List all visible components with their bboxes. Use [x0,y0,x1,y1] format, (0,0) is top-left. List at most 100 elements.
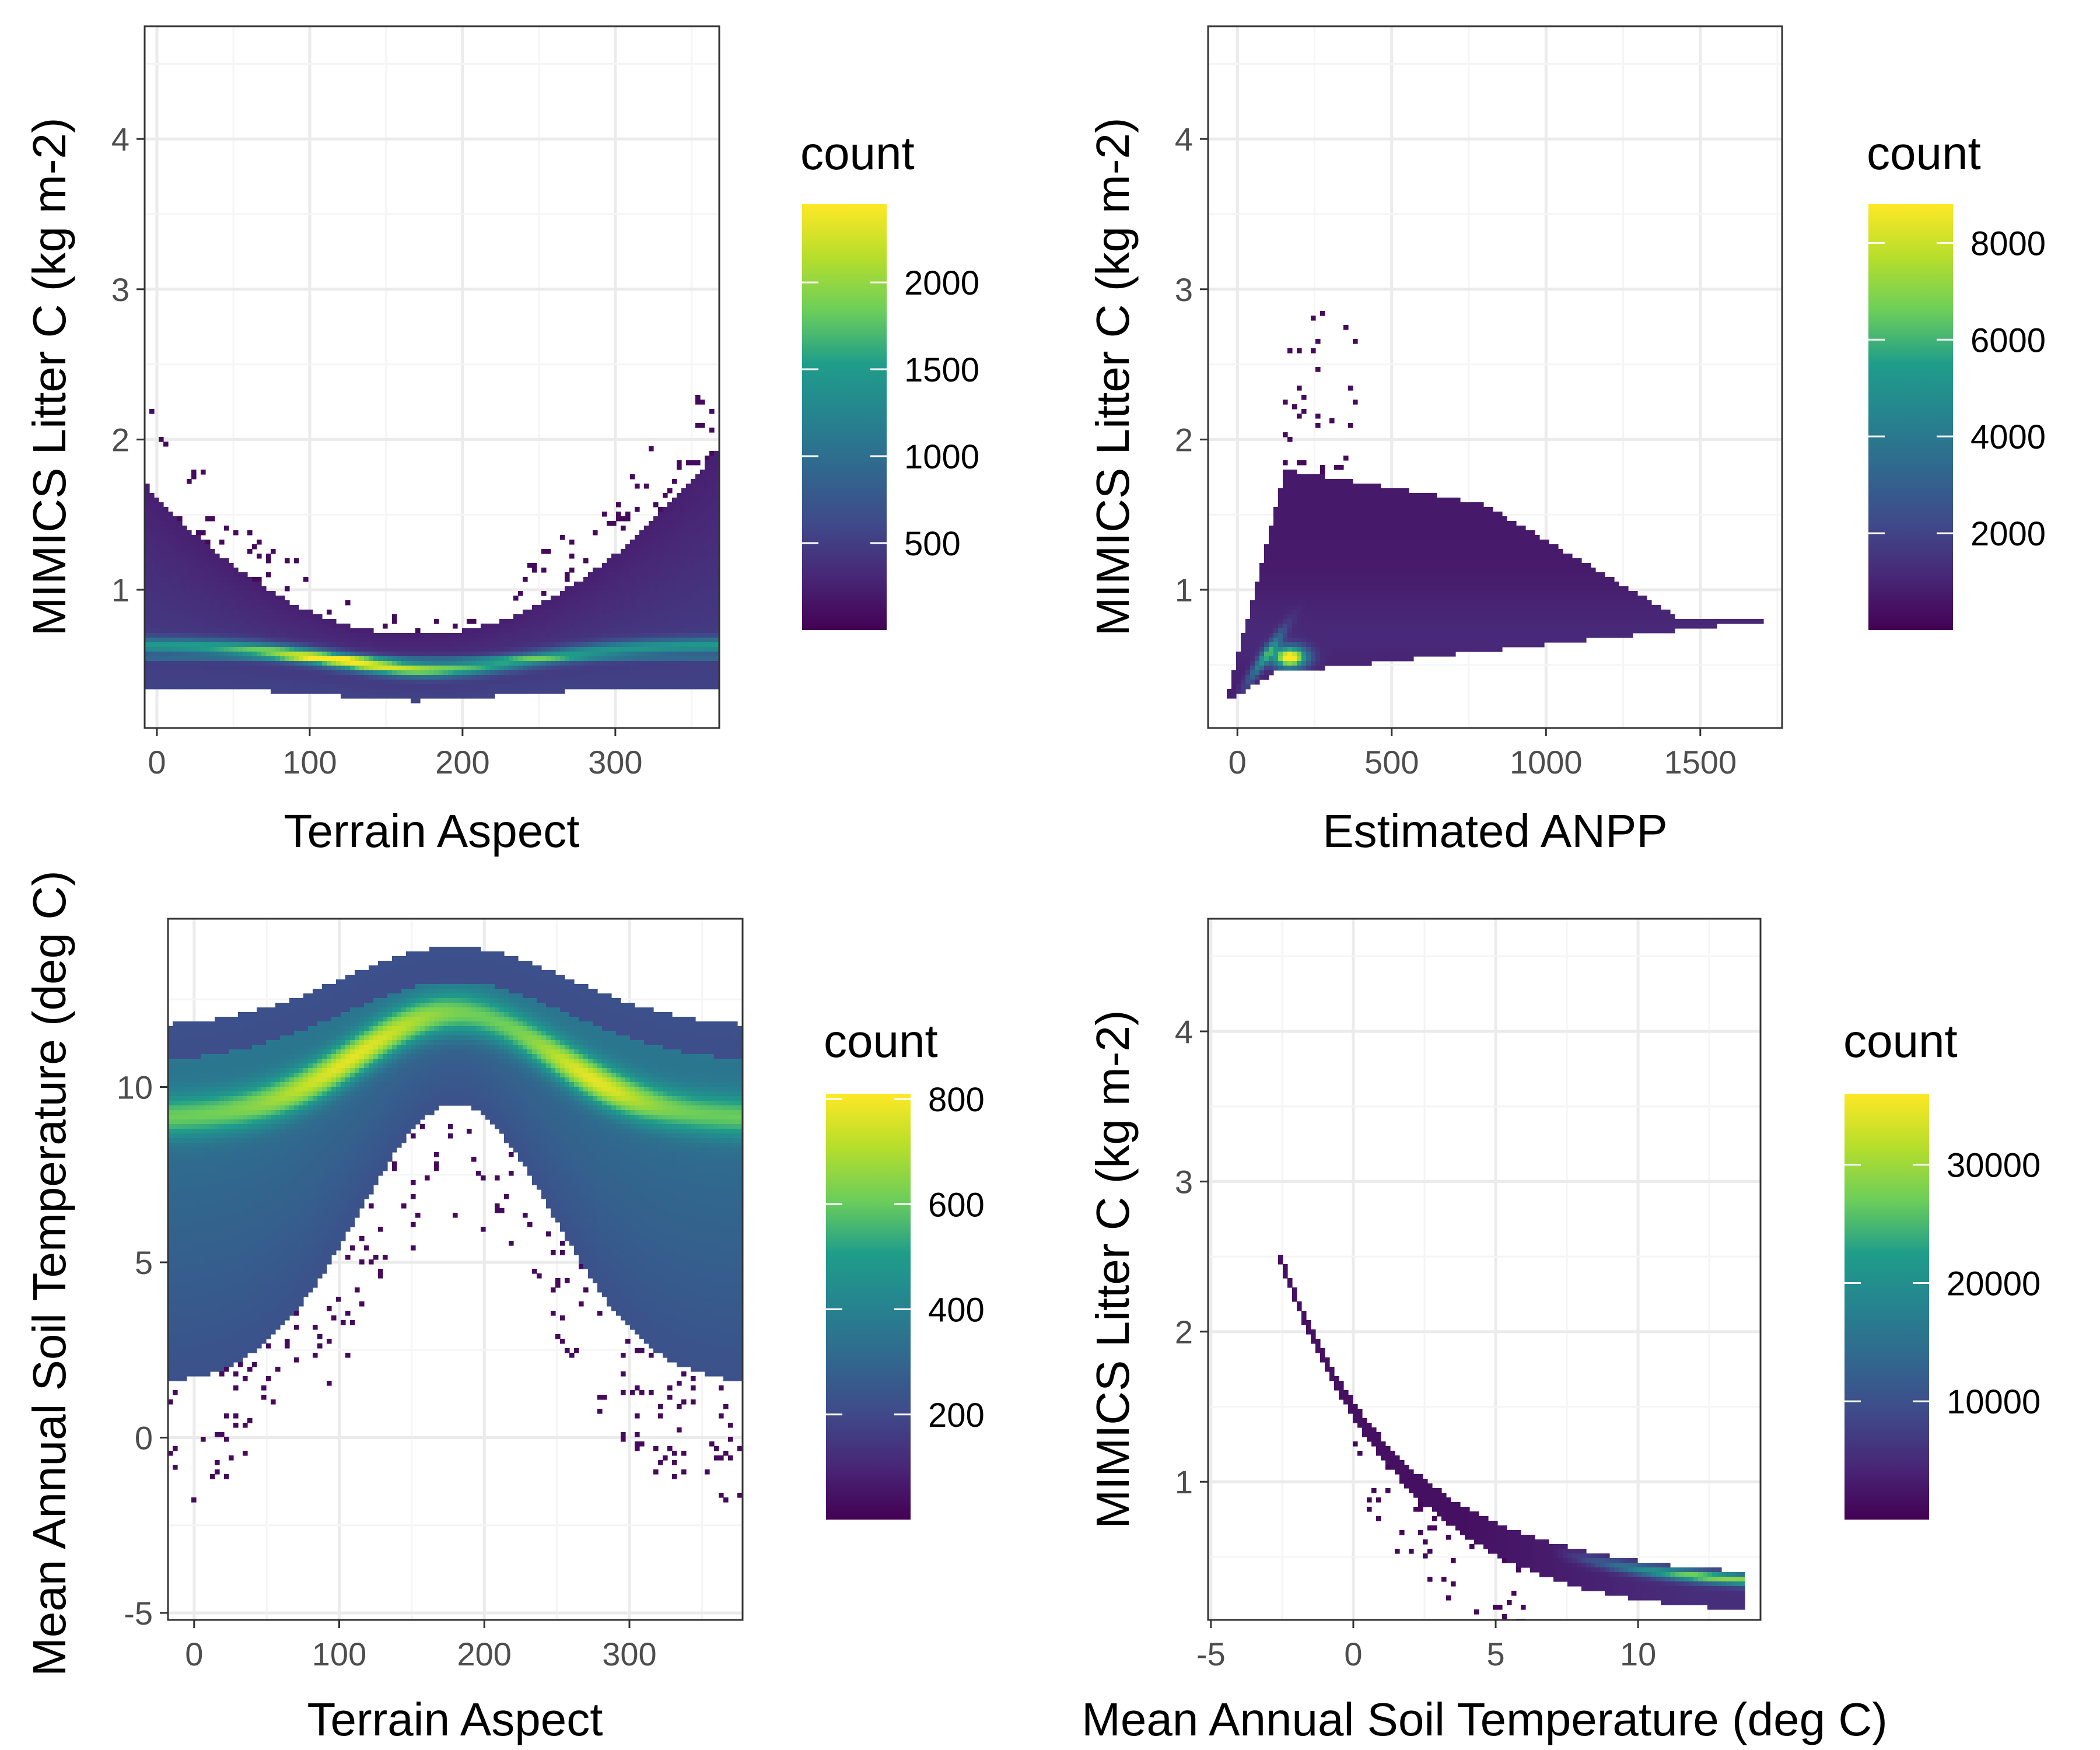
density-cell [705,684,710,690]
density-cell [602,656,607,662]
density-cell [649,624,654,629]
density-cell [191,680,197,685]
density-cell [1301,619,1307,624]
density-cell [495,633,500,638]
density-cell [191,544,197,550]
density-cell [243,624,248,629]
density-cell [1306,530,1311,536]
density-cell [686,614,691,620]
density-cell [177,521,183,526]
density-cell [1418,619,1423,624]
density-cell [1418,614,1423,620]
density-cell [1320,540,1325,545]
density-cell [691,507,696,512]
density-cell [1441,610,1447,615]
density-cell [1367,507,1372,512]
density-cell [546,549,551,554]
density-cell [1278,516,1283,522]
density-cell [196,600,201,606]
density-cell [541,656,547,662]
density-cell [705,661,710,666]
density-cell [233,568,239,573]
density-cell [700,638,705,643]
density-cell [1455,647,1461,652]
density-cell [1385,633,1391,638]
density-cell [695,535,701,540]
density-cell [462,642,467,648]
density-cell [1362,647,1367,652]
density-cell [1348,535,1353,540]
density-cell [1455,624,1461,629]
density-cell [317,638,323,643]
density-cell [504,638,509,643]
density-cell [509,652,514,657]
density-cell [607,572,612,578]
density-cell [569,614,575,620]
density-cell [154,670,159,676]
density-cell [607,577,612,582]
density-cell [691,652,696,657]
density-cell [1437,572,1442,578]
density-cell [1395,540,1400,545]
density-cell [1329,633,1335,638]
density-cell [317,652,323,657]
density-cell [1264,628,1269,634]
density-cell [1245,619,1251,624]
density-cell [541,591,547,596]
density-cell [630,670,635,676]
density-cell [1455,554,1461,559]
density-cell [1446,568,1451,573]
density-cell [1306,638,1311,643]
density-cell [546,680,551,685]
density-cell [453,694,458,699]
density-cell [215,628,220,634]
density-cell [1404,600,1409,606]
density-cell [1334,493,1339,498]
density-cell [210,652,215,657]
density-cell [523,666,528,671]
density-cell [331,661,337,666]
y-tick-label: 3 [111,271,130,308]
density-cell [1334,544,1339,550]
density-cell [205,628,211,634]
density-cell [177,642,183,648]
density-cell [215,572,220,578]
density-cell [1353,339,1358,344]
density-cell [672,619,677,624]
density-cell [154,628,159,634]
density-cell [537,675,542,680]
density-cell [457,675,463,680]
density-cell [266,642,271,648]
density-cell [243,591,248,596]
density-cell [1283,610,1288,615]
density-cell [1376,591,1381,596]
density-cell [1395,577,1400,582]
density-cell [224,670,229,676]
density-cell [518,675,523,680]
density-cell [159,680,164,685]
density-cell [1437,628,1442,634]
density-cell [1287,582,1293,587]
density-cell [154,605,159,610]
density-cell [159,544,164,550]
density-cell [677,460,682,466]
density-cell [1343,614,1349,620]
density-cell [1264,568,1269,573]
density-cell [1432,614,1437,620]
density-cell [1343,540,1349,545]
density-cell [182,652,187,657]
density-cell [159,554,164,559]
density-cell [443,670,449,676]
density-cell [163,530,169,536]
density-cell [709,409,715,414]
density-cell [224,633,229,638]
density-cell [345,624,351,629]
density-cell [1385,605,1391,610]
density-cell [257,610,262,615]
density-cell [583,596,589,601]
density-cell [173,610,178,615]
density-cell [373,652,379,657]
density-cell [425,633,430,638]
density-cell [149,498,155,503]
density-cell [177,605,183,610]
